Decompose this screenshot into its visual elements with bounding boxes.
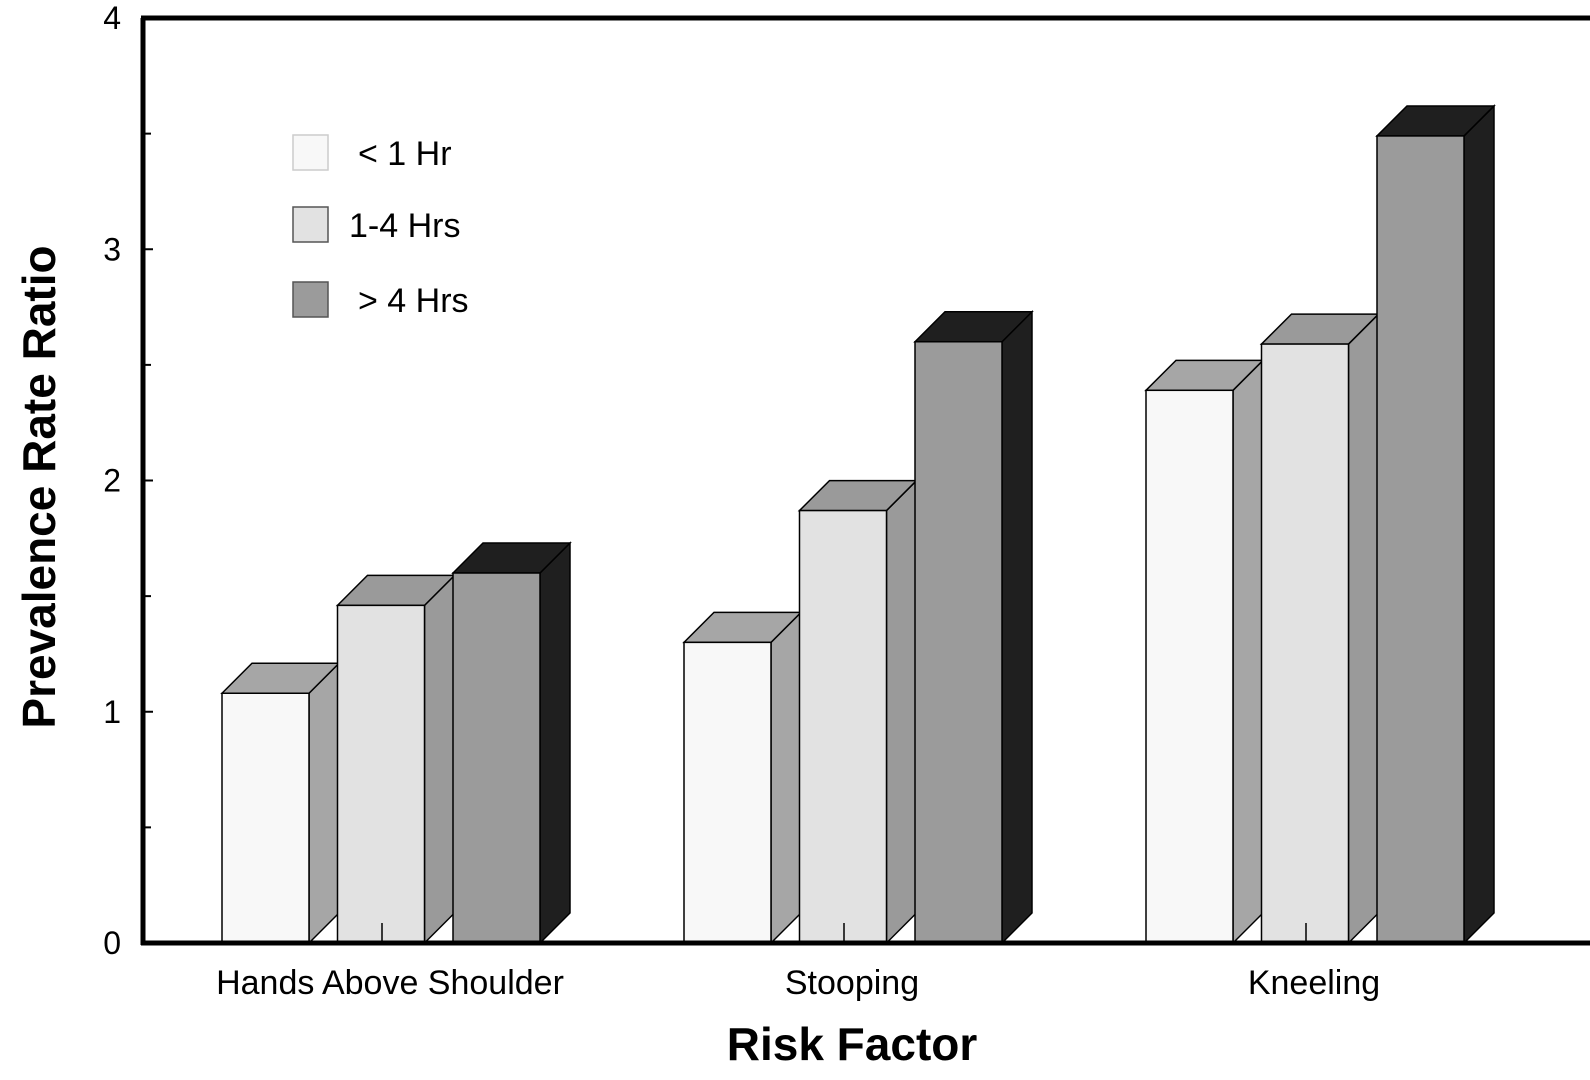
legend-item: > 4 Hrs: [292, 281, 469, 320]
category-labels: Hands Above Shoulder Stooping Kneeling: [216, 923, 1380, 1002]
legend-label: < 1 Hr: [358, 135, 452, 173]
x-axis-title: Risk Factor: [727, 1018, 978, 1070]
legend-label: 1-4 Hrs: [349, 207, 460, 245]
legend-swatch: [292, 206, 329, 243]
legend-label: > 4 Hrs: [358, 282, 469, 320]
y-tick-label: 3: [103, 231, 121, 267]
y-tick-label: 2: [103, 463, 121, 499]
bar-front-face: [1376, 135, 1465, 944]
legend-item: 1-4 Hrs: [292, 206, 460, 245]
bar: [797, 478, 919, 945]
bar-front-face: [798, 509, 888, 944]
x-category-label: Kneeling: [1248, 964, 1380, 1002]
bar: [913, 309, 1034, 945]
y-tick-label: 1: [103, 694, 121, 730]
bar-front-face: [914, 341, 1003, 944]
bar: [1375, 104, 1496, 945]
y-tick-label: 4: [103, 0, 121, 36]
bar: [335, 573, 457, 945]
bar-front-face: [336, 604, 426, 944]
legend-item: < 1 Hr: [292, 134, 452, 173]
bar: [1259, 312, 1381, 945]
bar: [220, 661, 341, 945]
bar-side-face: [885, 478, 918, 945]
bar-side-face: [1001, 309, 1033, 945]
bar-front-face: [1145, 389, 1234, 944]
bar-side-face: [1347, 312, 1380, 945]
bar-side-face: [770, 610, 802, 945]
ticks-layer: 0 1 2 3 4: [103, 0, 153, 961]
bar-front-face: [683, 641, 772, 944]
bar-front-face: [221, 692, 310, 944]
bar: [451, 541, 572, 945]
bar-side-face: [1463, 104, 1495, 945]
bar-side-face: [1232, 358, 1264, 945]
y-axis-title: Prevalence Rate Ratio: [13, 245, 65, 728]
legend-swatch: [292, 281, 329, 318]
legend: < 1 Hr 1-4 Hrs > 4 Hrs: [292, 134, 469, 320]
bar-side-face: [308, 661, 340, 945]
x-category-label: Hands Above Shoulder: [216, 964, 564, 1002]
bars-layer: [220, 104, 1496, 945]
bar: [1144, 358, 1265, 945]
bar-front-face: [452, 572, 541, 944]
bar-side-face: [539, 541, 571, 945]
bar-front-face: [1260, 343, 1350, 944]
x-category-label: Stooping: [785, 964, 919, 1002]
bar: [682, 610, 803, 945]
legend-swatch: [292, 134, 329, 171]
bar-side-face: [423, 573, 456, 945]
y-tick-label: 0: [103, 925, 121, 961]
